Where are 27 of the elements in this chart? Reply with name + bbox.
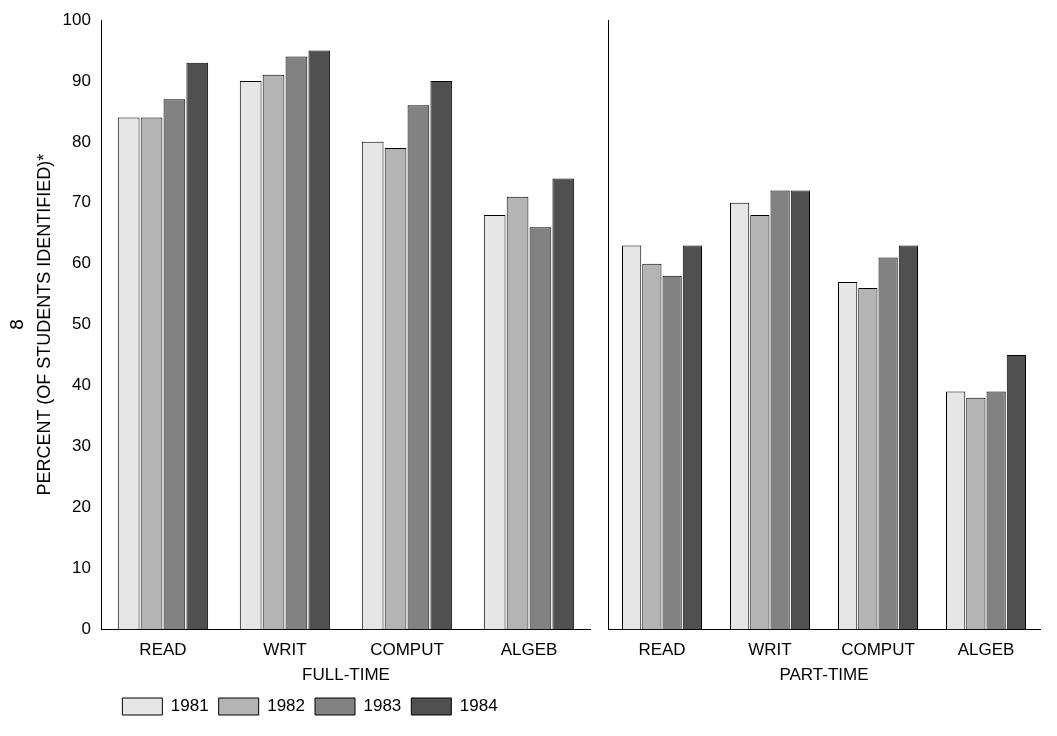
x-tick-label: ALGEB (957, 640, 1015, 660)
x-tick-label: WRIT (263, 640, 307, 660)
legend-label: 1982 (267, 696, 306, 716)
y-tick-label: 40 (72, 375, 91, 395)
y-tick-label: 30 (72, 436, 91, 456)
x-axis-title: PART-TIME (779, 665, 869, 685)
x-tick-label: COMPUT (841, 640, 915, 660)
y-tick-label: 90 (72, 70, 91, 90)
x-tick-label: READ (638, 640, 686, 660)
x-tick-label: ALGEB (500, 640, 558, 660)
y-tick-label: 100 (62, 9, 91, 29)
x-tick-label: COMPUT (370, 640, 444, 660)
x-axis-title: FULL-TIME (302, 665, 390, 685)
y-tick-label: 20 (72, 497, 91, 517)
y-axis-title: PERCENT (OF STUDENTS IDENTIFIED)* (33, 153, 54, 496)
y-tick-label: 60 (72, 253, 91, 273)
y-tick-label: 70 (72, 192, 91, 212)
y-tick-label: 50 (72, 314, 91, 334)
text: 8 (5, 318, 27, 331)
legend-label: 1983 (363, 696, 402, 716)
x-tick-label: WRIT (748, 640, 792, 660)
y-tick-label: 80 (72, 131, 91, 151)
legend-label: 1984 (459, 696, 498, 716)
y-tick-label: 10 (72, 557, 91, 577)
legend-label: 1981 (170, 696, 209, 716)
y-tick-label: 0 (81, 618, 91, 638)
x-tick-label: READ (139, 640, 187, 660)
